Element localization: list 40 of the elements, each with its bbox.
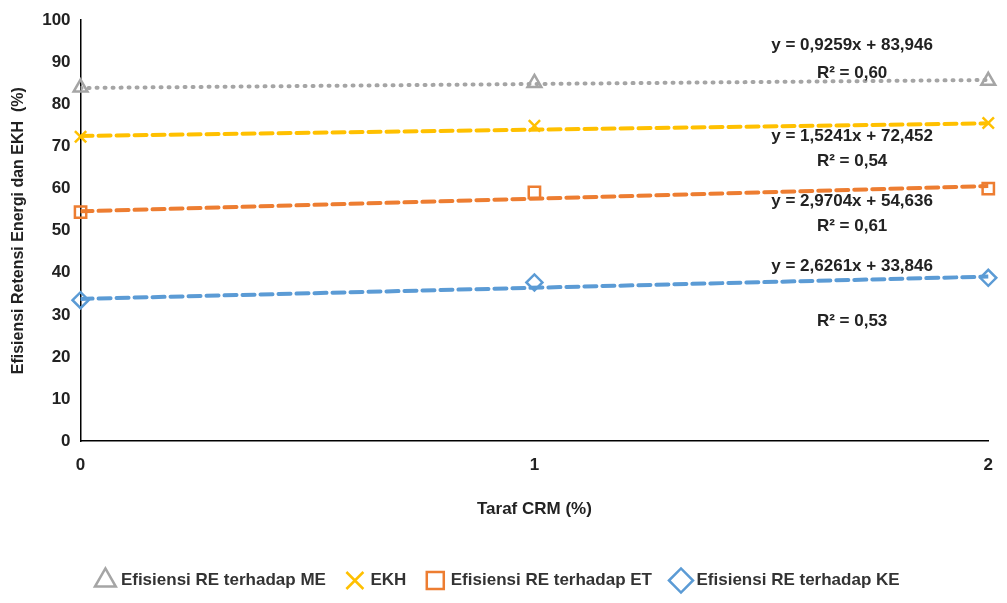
x-axis-title: Taraf CRM (%) xyxy=(476,499,592,519)
point xyxy=(980,71,997,87)
annotation: R² = 0,54 xyxy=(816,150,888,170)
annotation: R² = 0,60 xyxy=(816,62,888,82)
annotation: y = 0,9259x + 83,946 xyxy=(771,35,933,55)
annotation: y = 2,9704x + 54,636 xyxy=(771,190,933,210)
y-axis-title: Efisiensi Retensi Energi dan EKH (%) xyxy=(9,87,27,375)
annotation: R² = 0,53 xyxy=(816,310,888,330)
y-tick-label: 20 xyxy=(51,346,71,366)
y-tick-label: 80 xyxy=(51,94,71,114)
point xyxy=(981,116,996,130)
legend-label: Efisiensi RE terhadap ET xyxy=(450,570,653,590)
x-tick-label: 2 xyxy=(983,455,994,475)
point xyxy=(72,78,89,93)
point xyxy=(73,129,88,144)
x-tick-label: 0 xyxy=(75,455,86,475)
point xyxy=(526,73,543,89)
y-tick-label: 10 xyxy=(51,388,71,408)
y-tick-label: 30 xyxy=(51,304,71,324)
y-tick-label: 40 xyxy=(51,262,71,282)
y-tick-label: 100 xyxy=(42,9,71,29)
annotation: R² = 0,61 xyxy=(816,216,888,236)
point xyxy=(979,268,998,288)
point xyxy=(981,181,996,196)
y-tick-label: 70 xyxy=(51,136,71,156)
x-tick-label: 1 xyxy=(529,455,540,475)
point xyxy=(73,205,88,220)
annotation: y = 2,6261x + 33,846 xyxy=(771,256,933,276)
annotation: y = 1,5241x + 72,452 xyxy=(771,125,933,145)
point xyxy=(71,290,90,310)
legend-label: Efisiensi RE terhadap KE xyxy=(696,570,900,590)
legend-label: Efisiensi RE terhadap ME xyxy=(120,570,326,590)
point xyxy=(527,185,542,200)
y-tick-label: 60 xyxy=(51,178,71,198)
legend-label: EKH xyxy=(370,570,407,590)
point xyxy=(527,118,542,133)
y-tick-label: 90 xyxy=(51,51,71,71)
y-tick-label: 0 xyxy=(61,430,71,450)
point xyxy=(525,273,544,292)
y-tick-label: 50 xyxy=(51,220,71,240)
